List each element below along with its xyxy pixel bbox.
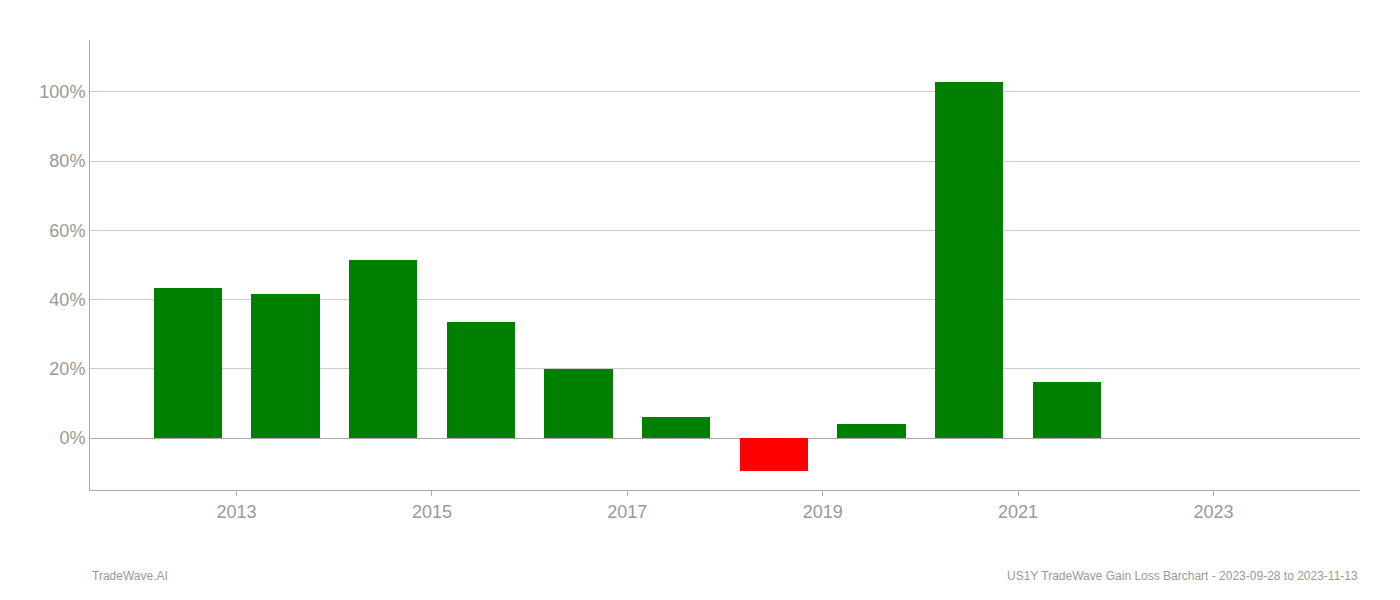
- svg-text:40%: 40%: [49, 290, 85, 310]
- svg-text:2023: 2023: [1193, 502, 1233, 522]
- svg-text:2019: 2019: [803, 502, 843, 522]
- svg-text:20%: 20%: [49, 359, 85, 379]
- svg-text:2013: 2013: [217, 502, 257, 522]
- svg-text:100%: 100%: [39, 82, 85, 102]
- svg-text:TradeWave.AI: TradeWave.AI: [92, 569, 168, 583]
- svg-text:US1Y TradeWave Gain Loss Barch: US1Y TradeWave Gain Loss Barchart - 2023…: [1007, 569, 1358, 583]
- svg-text:80%: 80%: [49, 151, 85, 171]
- svg-text:2017: 2017: [607, 502, 647, 522]
- svg-text:0%: 0%: [59, 428, 85, 448]
- svg-text:60%: 60%: [49, 221, 85, 241]
- svg-text:2015: 2015: [412, 502, 452, 522]
- svg-text:2021: 2021: [998, 502, 1038, 522]
